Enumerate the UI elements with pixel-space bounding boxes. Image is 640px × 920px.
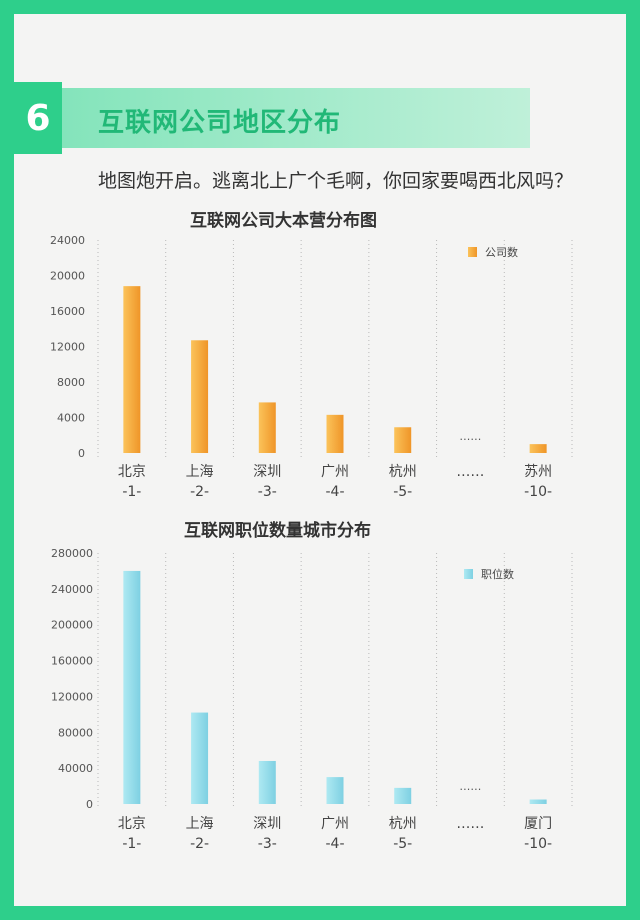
- chart-2-bar: [258, 760, 276, 804]
- chart-2-category-label: 广州: [321, 816, 349, 832]
- section-header-band: [14, 88, 530, 148]
- chart-2-y-tick-label: 280000: [51, 547, 93, 560]
- chart-1-rank-label: -5-: [393, 484, 412, 500]
- chart-2-rank-label: -4-: [325, 836, 344, 852]
- chart-1-y-tick-label: 20000: [50, 270, 85, 283]
- chart-1-ellipsis-mark: ……: [459, 430, 481, 443]
- chart-2-y-tick-label: 0: [86, 798, 93, 811]
- chart-1-rank-label: -1-: [122, 484, 141, 500]
- chart-1-y-tick-label: 8000: [57, 376, 85, 389]
- chart-1-category-label: 苏州: [524, 464, 552, 480]
- chart-1-y-tick-label: 24000: [50, 234, 85, 247]
- chart-1-y-tick-label: 16000: [50, 305, 85, 318]
- chart-2-category-label: 上海: [186, 816, 214, 832]
- chart-2-rank-label: -1-: [122, 836, 141, 852]
- chart-1-y-tick-label: 0: [78, 447, 85, 460]
- chart-2-title: 互联网职位数量城市分布: [184, 521, 371, 541]
- chart-2-bar: [394, 787, 412, 804]
- chart-2-bar: [326, 777, 344, 804]
- chart-2-y-tick-label: 160000: [51, 655, 93, 668]
- chart-1-category-label: 北京: [118, 464, 146, 480]
- chart-1-category-label: 深圳: [253, 464, 281, 480]
- chart-1-legend-label: 公司数: [485, 246, 518, 259]
- chart-2-rank-label: -10-: [524, 836, 552, 852]
- chart-1-category-label: 广州: [321, 464, 349, 480]
- chart-1-bar: [394, 427, 412, 453]
- chart-1-rank-label: -3-: [258, 484, 277, 500]
- chart-2-ellipsis-mark: ……: [459, 780, 481, 793]
- chart-2-category-label: 厦门: [524, 816, 552, 832]
- chart-2-bar: [529, 799, 547, 804]
- chart-2-y-tick-label: 200000: [51, 619, 93, 632]
- chart-1-category-label: 上海: [186, 464, 214, 480]
- chart-2-rank-label: -2-: [190, 836, 209, 852]
- chart-1-category-label: 杭州: [389, 464, 417, 480]
- chart-1-bar: [191, 340, 209, 453]
- chart-1-bar: [258, 402, 276, 453]
- chart-1-rank-label: -10-: [524, 484, 552, 500]
- section-number-badge: 6: [14, 82, 62, 154]
- chart-2-y-tick-label: 80000: [58, 726, 93, 739]
- chart-2-legend-swatch: [464, 569, 473, 579]
- chart-2-y-tick-label: 120000: [51, 690, 93, 703]
- chart-1-title: 互联网公司大本营分布图: [190, 211, 377, 231]
- chart-1-bar: [529, 444, 547, 453]
- chart-1-rank-label: -4-: [325, 484, 344, 500]
- chart-1-category-label: ……: [456, 464, 484, 480]
- chart-2-bar: [123, 570, 141, 804]
- chart-2-legend-label: 职位数: [481, 567, 514, 581]
- chart-1-bar: [326, 414, 344, 453]
- chart-2-y-tick-label: 240000: [51, 583, 93, 596]
- chart-2-category-label: 深圳: [253, 816, 281, 832]
- section-subtitle: 地图炮开启。逃离北上广个毛啊，你回家要喝西北风吗？: [98, 170, 574, 192]
- chart-2-rank-label: -5-: [393, 836, 412, 852]
- chart-1-bar: [123, 286, 141, 453]
- infographic-page: 6 互联网公司地区分布 地图炮开启。逃离北上广个毛啊，你回家要喝西北风吗？ 互联…: [14, 14, 626, 906]
- chart-2-category-label: 北京: [118, 816, 146, 832]
- chart-2-bar: [191, 712, 209, 804]
- chart-1-legend-swatch: [468, 247, 477, 257]
- section-title: 互联网公司地区分布: [98, 108, 342, 138]
- chart-2-y-tick-label: 40000: [58, 762, 93, 775]
- chart-2-category-label: ……: [456, 816, 484, 832]
- chart-2-rank-label: -3-: [258, 836, 277, 852]
- chart-2-category-label: 杭州: [389, 816, 417, 832]
- chart-1-y-tick-label: 4000: [57, 412, 85, 425]
- chart-1-y-tick-label: 12000: [50, 341, 85, 354]
- chart-1-rank-label: -2-: [190, 484, 209, 500]
